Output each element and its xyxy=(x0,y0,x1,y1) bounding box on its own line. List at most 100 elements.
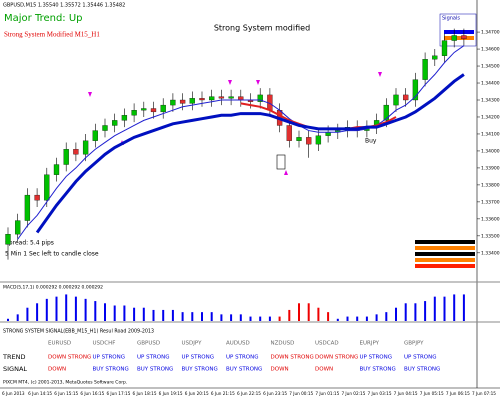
time-label: 7 Jun 00:15 xyxy=(289,391,313,396)
macd-bar xyxy=(123,305,126,321)
row-label: SIGNAL xyxy=(3,365,27,373)
footer: PIXCM MT4, (c) 2001-2013, MetaQuotes Sof… xyxy=(3,380,127,386)
pair-name: USDCAD xyxy=(315,341,339,347)
y-tick-label: 1.33900 xyxy=(481,165,500,171)
candle-body xyxy=(170,99,176,106)
arrow xyxy=(88,92,92,97)
meter-bar xyxy=(415,240,475,244)
macd-bar xyxy=(414,303,417,321)
arrow xyxy=(228,80,232,85)
y-tick-label: 1.34200 xyxy=(481,114,500,120)
pair-name: GBPJPY xyxy=(404,341,424,347)
macd-bar xyxy=(307,303,310,321)
marker-box xyxy=(276,154,286,170)
trend-cell: UP STRONG xyxy=(182,355,214,361)
candle-body xyxy=(286,125,292,141)
macd-bar xyxy=(356,316,359,321)
macd-bar xyxy=(346,316,349,321)
candle-body xyxy=(160,104,166,113)
macd-bar xyxy=(162,309,165,321)
candle-body xyxy=(63,149,69,165)
macd-bar xyxy=(404,303,407,321)
macd-bar xyxy=(104,303,106,321)
macd-bar xyxy=(336,318,339,321)
candle-body xyxy=(44,174,50,201)
macd-bar xyxy=(113,305,116,321)
y-tick-label: 1.34300 xyxy=(481,98,500,104)
candle-body xyxy=(209,96,215,101)
candle-body xyxy=(238,96,244,101)
macd-bar xyxy=(268,316,271,321)
timer: 5 Min 1 Sec left to candle close xyxy=(5,251,99,258)
time-label: 7 Jun 07:15 xyxy=(472,391,496,396)
arrow xyxy=(378,72,382,77)
trend-cell: UP STRONG xyxy=(93,355,125,361)
macd-bar xyxy=(259,316,262,321)
y-tick-label: 1.34400 xyxy=(481,81,500,87)
y-tick-label: 1.34100 xyxy=(481,131,500,137)
trend-cell: UP STRONG xyxy=(404,355,436,361)
pair-name: USDCHF xyxy=(93,341,116,347)
row-label: TREND xyxy=(2,353,25,361)
signal-cell: BUY STRONG xyxy=(137,367,173,373)
major-trend: Major Trend: Up xyxy=(4,13,83,24)
chart-title: Strong System modified xyxy=(214,24,310,33)
candle-body xyxy=(82,140,89,155)
macd-bar xyxy=(462,294,465,321)
macd-bar xyxy=(55,296,58,321)
time-label: 6 Jun 16:15 xyxy=(80,391,104,396)
candle-body xyxy=(393,94,399,106)
trend-cell: DOWN STRONG xyxy=(48,355,91,361)
macd-bar xyxy=(133,307,136,321)
system-name: Strong System Modified M15_H1 xyxy=(4,31,100,39)
candle-body xyxy=(141,108,147,111)
candle-body xyxy=(34,194,40,201)
ma-line xyxy=(17,45,465,240)
macd-bar xyxy=(210,312,213,321)
signal-cell: DOWN xyxy=(48,367,66,373)
macd-bar xyxy=(385,312,388,321)
time-label: 6 Jun 17:15 xyxy=(106,391,130,396)
time-label: 7 Jun 06:15 xyxy=(446,391,470,396)
macd-bar xyxy=(171,309,174,321)
macd-bar xyxy=(288,309,291,321)
signal-cell: BUY STRONG xyxy=(404,367,440,373)
candle-body xyxy=(53,164,60,175)
signals-bar xyxy=(444,36,474,40)
candle-body xyxy=(179,99,186,104)
candle-body xyxy=(315,135,322,145)
candle-body xyxy=(150,108,157,113)
time-label: 6 Jun 2013 xyxy=(2,391,25,396)
pair-name: NZDUSD xyxy=(271,341,295,347)
macd-bar xyxy=(433,296,436,321)
meter-bar xyxy=(415,246,475,250)
meter-bar xyxy=(415,258,475,262)
time-label: 6 Jun 22:15 xyxy=(237,391,261,396)
arrow xyxy=(256,80,260,85)
pair-name: USDJPY xyxy=(182,341,203,347)
macd-bar xyxy=(65,294,68,321)
candle-body xyxy=(383,104,389,121)
chart-layer: 1.34700 1.34600 1.34500 1.34400 1.34300 1.342… xyxy=(2,28,500,396)
trend-cell: DOWN STRONG xyxy=(315,355,358,361)
y-tick-label: 1.33500 xyxy=(481,233,500,239)
macd-bar xyxy=(201,312,203,321)
candle-body xyxy=(403,94,409,101)
time-label: 6 Jun 15:15 xyxy=(54,391,78,396)
panel-title: STRONG SYSTEM SIGNAL(EBB_M15_H1) Resul R… xyxy=(3,329,154,335)
macd-bar xyxy=(249,316,252,321)
time-label: 6 Jun 23:15 xyxy=(263,391,287,396)
y-tick-label: 1.34000 xyxy=(481,148,500,154)
y-tick-label: 1.33400 xyxy=(481,250,500,256)
candle-body xyxy=(451,35,457,41)
signal-cell: DOWN xyxy=(271,367,289,373)
arrow xyxy=(284,170,288,175)
macd-bar xyxy=(278,316,281,321)
pair-name: EURUSD xyxy=(48,341,71,347)
candle-body xyxy=(102,125,108,131)
macd-bar xyxy=(181,312,184,321)
signal-cell: BUY STRONG xyxy=(226,367,262,373)
time-label: 7 Jun 05:15 xyxy=(420,391,444,396)
y-tick-label: 1.34600 xyxy=(481,47,500,53)
